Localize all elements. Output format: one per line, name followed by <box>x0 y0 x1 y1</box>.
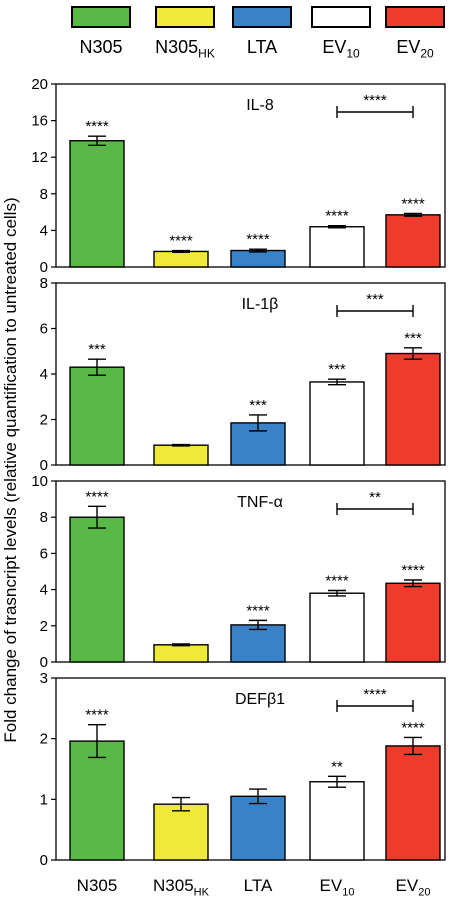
bar <box>385 745 441 861</box>
legend-swatch <box>71 6 131 28</box>
panel-title: IL-8 <box>246 97 274 114</box>
y-tick-label: 2 <box>40 618 48 635</box>
legend-swatch <box>385 6 445 28</box>
legend-label: LTA <box>246 37 278 57</box>
panel-0: 0 4 8 12 16 20 **** **** **** **** **** **** IL-8 <box>31 76 446 276</box>
y-tick-label: 4 <box>40 222 48 239</box>
y-tick-label: 20 <box>31 76 48 93</box>
y-tick-label: 4 <box>40 582 48 599</box>
panel-title: DEFβ1 <box>235 691 285 708</box>
bar <box>153 644 209 663</box>
panel-title: IL-1β <box>242 296 279 313</box>
x-tick-label-0: N305 <box>76 876 118 895</box>
bar <box>309 592 365 663</box>
y-tick-label: 8 <box>40 509 48 526</box>
legend-label: N305HK <box>155 37 215 61</box>
panel-1: 0 2 4 6 8 *** *** *** *** *** IL-1β <box>40 275 446 474</box>
bracket-label: *** <box>366 291 384 308</box>
significance-label: **** <box>85 707 109 724</box>
bracket-label: **** <box>363 686 387 703</box>
x-tick-label-4: EV20 <box>395 876 431 899</box>
bar <box>309 781 365 861</box>
legend-label: EV20 <box>396 37 434 61</box>
y-tick-label: 0 <box>40 654 48 671</box>
y-tick-label: 1 <box>40 791 48 808</box>
y-tick-label: 8 <box>40 186 48 203</box>
bar <box>153 250 209 268</box>
significance-label: *** <box>404 330 422 347</box>
legend-item-2: LTA <box>222 6 302 58</box>
legend-label: EV10 <box>322 37 360 61</box>
panel-title: TNF-α <box>237 494 283 511</box>
significance-label: **** <box>246 602 270 619</box>
significance-label: **** <box>246 231 270 248</box>
bar <box>385 214 441 268</box>
significance-label: **** <box>401 562 425 579</box>
bar <box>309 226 365 268</box>
legend-item-4: EV20 <box>375 6 455 61</box>
y-tick-label: 10 <box>31 473 48 490</box>
legend-swatch <box>155 6 215 28</box>
significance-label: *** <box>328 361 346 378</box>
significance-label: **** <box>325 208 349 225</box>
significance-label: **** <box>401 719 425 736</box>
significance-label: *** <box>88 341 106 358</box>
bar <box>385 582 441 663</box>
legend: N305 N305HK LTA EV10 EV20 <box>0 0 459 75</box>
legend-swatch <box>232 6 292 28</box>
y-tick-label: 16 <box>31 113 48 130</box>
legend-item-1: N305HK <box>145 6 225 61</box>
y-tick-label: 0 <box>40 457 48 474</box>
y-tick-label: 3 <box>40 670 48 687</box>
significance-label: **** <box>325 573 349 590</box>
x-tick-label-2: LTA <box>243 876 273 895</box>
bar <box>230 795 286 861</box>
bar <box>309 381 365 466</box>
bar <box>69 516 125 663</box>
y-tick-label: 0 <box>40 259 48 276</box>
legend-swatch <box>311 6 371 28</box>
legend-item-3: EV10 <box>301 6 381 61</box>
y-tick-label: 2 <box>40 731 48 748</box>
y-tick-label: 12 <box>31 149 48 166</box>
legend-item-0: N305 <box>61 6 141 58</box>
significance-label: *** <box>249 397 267 414</box>
bar <box>69 740 125 861</box>
bar <box>385 352 441 466</box>
significance-label: **** <box>401 195 425 212</box>
bar <box>230 624 286 663</box>
y-tick-label: 8 <box>40 275 48 292</box>
y-tick-label: 6 <box>40 321 48 338</box>
bar <box>153 444 209 466</box>
significance-label: **** <box>169 233 193 250</box>
y-tick-label: 6 <box>40 545 48 562</box>
bar <box>69 366 125 466</box>
bar <box>153 803 209 861</box>
y-tick-label: 0 <box>40 852 48 869</box>
bracket-label: ** <box>369 489 381 506</box>
x-tick-label-3: EV10 <box>319 876 355 899</box>
significance-label: **** <box>85 118 109 135</box>
legend-label: N305 <box>79 37 123 57</box>
significance-label: ** <box>331 758 343 775</box>
bar <box>230 249 286 268</box>
significance-label: **** <box>85 488 109 505</box>
y-tick-label: 2 <box>40 412 48 429</box>
bar <box>69 140 125 268</box>
x-tick-label-1: N305HK <box>153 876 209 899</box>
bracket-label: **** <box>363 92 387 109</box>
y-tick-label: 4 <box>40 366 48 383</box>
